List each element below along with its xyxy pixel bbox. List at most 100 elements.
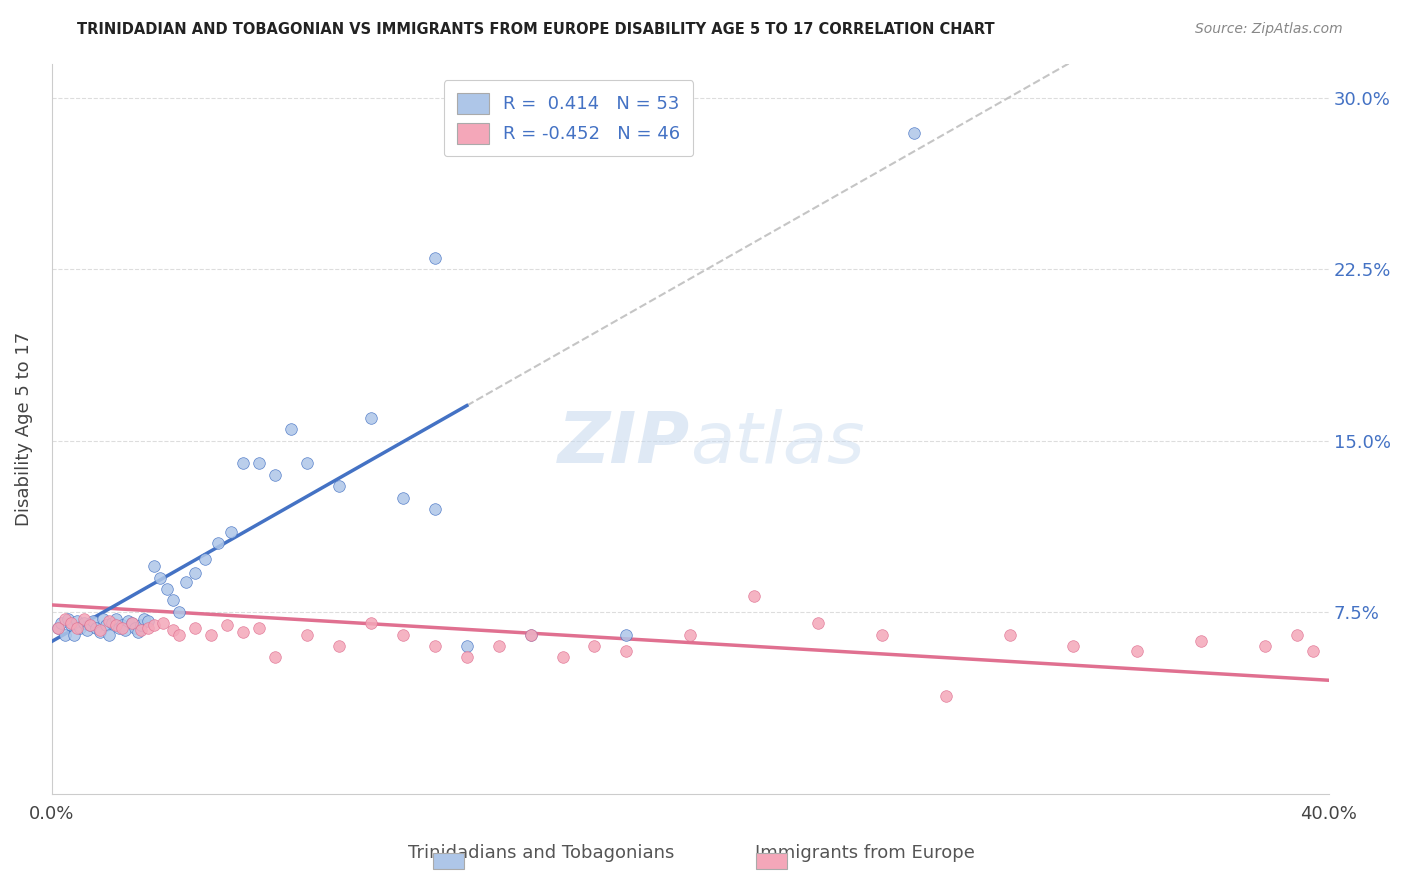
Point (69, 621, 91, 635)
Point (134, 612, 156, 626)
Point (114, 623, 136, 637)
Point (104, 612, 127, 626)
Point (162, 623, 184, 637)
Point (207, 536, 229, 550)
Point (98, 627, 121, 641)
Point (169, 605, 191, 619)
Point (742, 589, 765, 603)
Text: Immigrants from Europe: Immigrants from Europe (755, 844, 974, 862)
Point (1302, 643, 1324, 657)
Point (76, 623, 98, 637)
Point (82, 614, 104, 628)
Point (111, 618, 134, 632)
Point (111, 621, 134, 635)
Point (232, 625, 254, 640)
Point (295, 457, 318, 471)
Point (1189, 634, 1212, 648)
Point (423, 639, 446, 653)
Point (264, 650, 287, 665)
Point (63, 627, 86, 641)
Point (91, 612, 114, 626)
Point (184, 566, 207, 580)
Point (117, 614, 139, 628)
Point (392, 627, 415, 641)
Point (136, 614, 159, 628)
Point (46, 621, 69, 635)
Point (1062, 639, 1084, 653)
Point (124, 621, 146, 635)
Point (423, 251, 446, 265)
Point (101, 616, 124, 631)
Point (456, 639, 478, 653)
Text: TRINIDADIAN AND TOBAGONIAN VS IMMIGRANTS FROM EUROPE DISABILITY AGE 5 TO 17 CORR: TRINIDADIAN AND TOBAGONIAN VS IMMIGRANTS… (77, 22, 995, 37)
Point (169, 627, 191, 641)
Point (79, 618, 101, 632)
Point (583, 639, 606, 653)
Point (217, 618, 239, 632)
Legend: R =  0.414   N = 53, R = -0.452   N = 46: R = 0.414 N = 53, R = -0.452 N = 46 (444, 80, 693, 156)
Point (142, 618, 165, 632)
Point (935, 690, 957, 704)
Text: Source: ZipAtlas.com: Source: ZipAtlas.com (1195, 22, 1343, 37)
Point (280, 422, 302, 436)
Point (79, 618, 101, 632)
Point (51, 616, 73, 631)
Point (295, 627, 318, 641)
Point (142, 559, 165, 574)
Point (94, 618, 117, 632)
Point (127, 625, 149, 640)
Point (73, 612, 96, 626)
Point (247, 621, 270, 635)
Point (679, 627, 702, 641)
Text: atlas: atlas (690, 409, 865, 478)
Point (184, 621, 207, 635)
Point (247, 457, 270, 471)
Point (903, 126, 925, 140)
Point (328, 479, 350, 493)
Point (870, 627, 893, 641)
Point (86, 621, 108, 635)
Text: ZIP: ZIP (558, 409, 690, 478)
Point (156, 582, 179, 596)
Point (616, 627, 638, 641)
Point (1254, 639, 1277, 653)
Point (104, 618, 127, 632)
Point (1285, 627, 1308, 641)
Y-axis label: Disability Age 5 to 17: Disability Age 5 to 17 (15, 332, 32, 526)
Point (89, 625, 111, 640)
Point (456, 650, 478, 665)
Point (107, 621, 129, 635)
Point (232, 457, 254, 471)
Point (488, 639, 510, 653)
Point (121, 616, 143, 631)
Point (174, 575, 197, 590)
Point (264, 467, 287, 482)
Point (59, 618, 82, 632)
Point (360, 410, 382, 425)
Point (616, 643, 638, 657)
Point (519, 627, 541, 641)
Point (149, 570, 172, 584)
Point (129, 623, 152, 637)
Text: Trinidadians and Tobagonians: Trinidadians and Tobagonians (408, 844, 675, 862)
Point (1126, 643, 1149, 657)
Point (98, 614, 121, 628)
Point (998, 627, 1021, 641)
Point (194, 552, 217, 566)
Point (807, 616, 830, 631)
Point (53, 627, 76, 641)
Point (66, 614, 89, 628)
Point (53, 612, 76, 626)
Point (519, 627, 541, 641)
Point (551, 650, 574, 665)
Point (73, 616, 96, 631)
Point (219, 524, 242, 539)
Point (89, 623, 111, 637)
Point (46, 621, 69, 635)
Point (200, 627, 222, 641)
Point (162, 593, 184, 607)
Point (152, 616, 174, 631)
Point (328, 639, 350, 653)
Point (59, 616, 82, 631)
Point (423, 502, 446, 516)
